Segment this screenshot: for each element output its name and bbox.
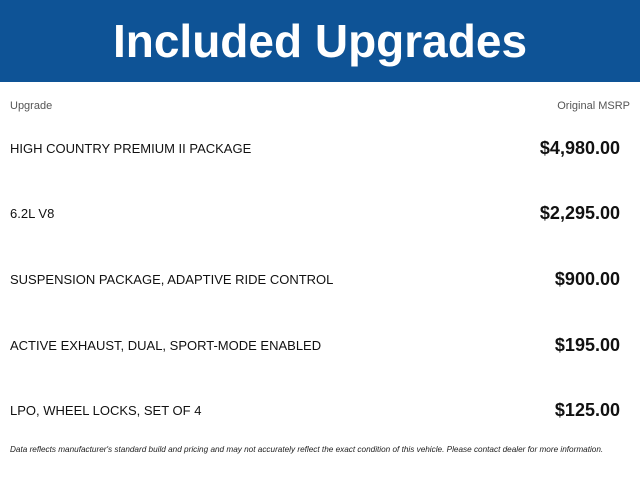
upgrade-name: LPO, WHEEL LOCKS, SET OF 4 bbox=[10, 402, 202, 418]
upgrade-price: $4,980.00 bbox=[539, 137, 620, 158]
upgrade-price: $125.00 bbox=[554, 399, 620, 420]
upgrade-row: LPO, WHEEL LOCKS, SET OF 4 $125.00 bbox=[10, 398, 620, 422]
disclaimer: Data reflects manufacturer's standard bu… bbox=[10, 445, 604, 454]
upgrade-price: $900.00 bbox=[554, 268, 620, 289]
upgrade-row: SUSPENSION PACKAGE, ADAPTIVE RIDE CONTRO… bbox=[10, 267, 620, 291]
upgrade-name: ACTIVE EXHAUST, DUAL, SPORT-MODE ENABLED bbox=[10, 337, 322, 353]
upgrade-price: $195.00 bbox=[554, 334, 620, 355]
column-header-upgrade: Upgrade bbox=[10, 100, 53, 112]
upgrade-name: SUSPENSION PACKAGE, ADAPTIVE RIDE CONTRO… bbox=[10, 271, 334, 287]
upgrade-price: $2,295.00 bbox=[539, 202, 620, 223]
page-title: Included Upgrades bbox=[112, 15, 528, 67]
upgrade-name: 6.2L V8 bbox=[10, 205, 55, 221]
upgrade-row: ACTIVE EXHAUST, DUAL, SPORT-MODE ENABLED… bbox=[10, 333, 620, 357]
upgrade-name: HIGH COUNTRY PREMIUM II PACKAGE bbox=[10, 140, 252, 156]
column-header-msrp: Original MSRP bbox=[557, 100, 630, 112]
title-banner: Included Upgrades bbox=[0, 0, 640, 82]
upgrade-row: 6.2L V8 $2,295.00 bbox=[10, 201, 620, 225]
upgrade-row: HIGH COUNTRY PREMIUM II PACKAGE $4,980.0… bbox=[10, 136, 620, 160]
